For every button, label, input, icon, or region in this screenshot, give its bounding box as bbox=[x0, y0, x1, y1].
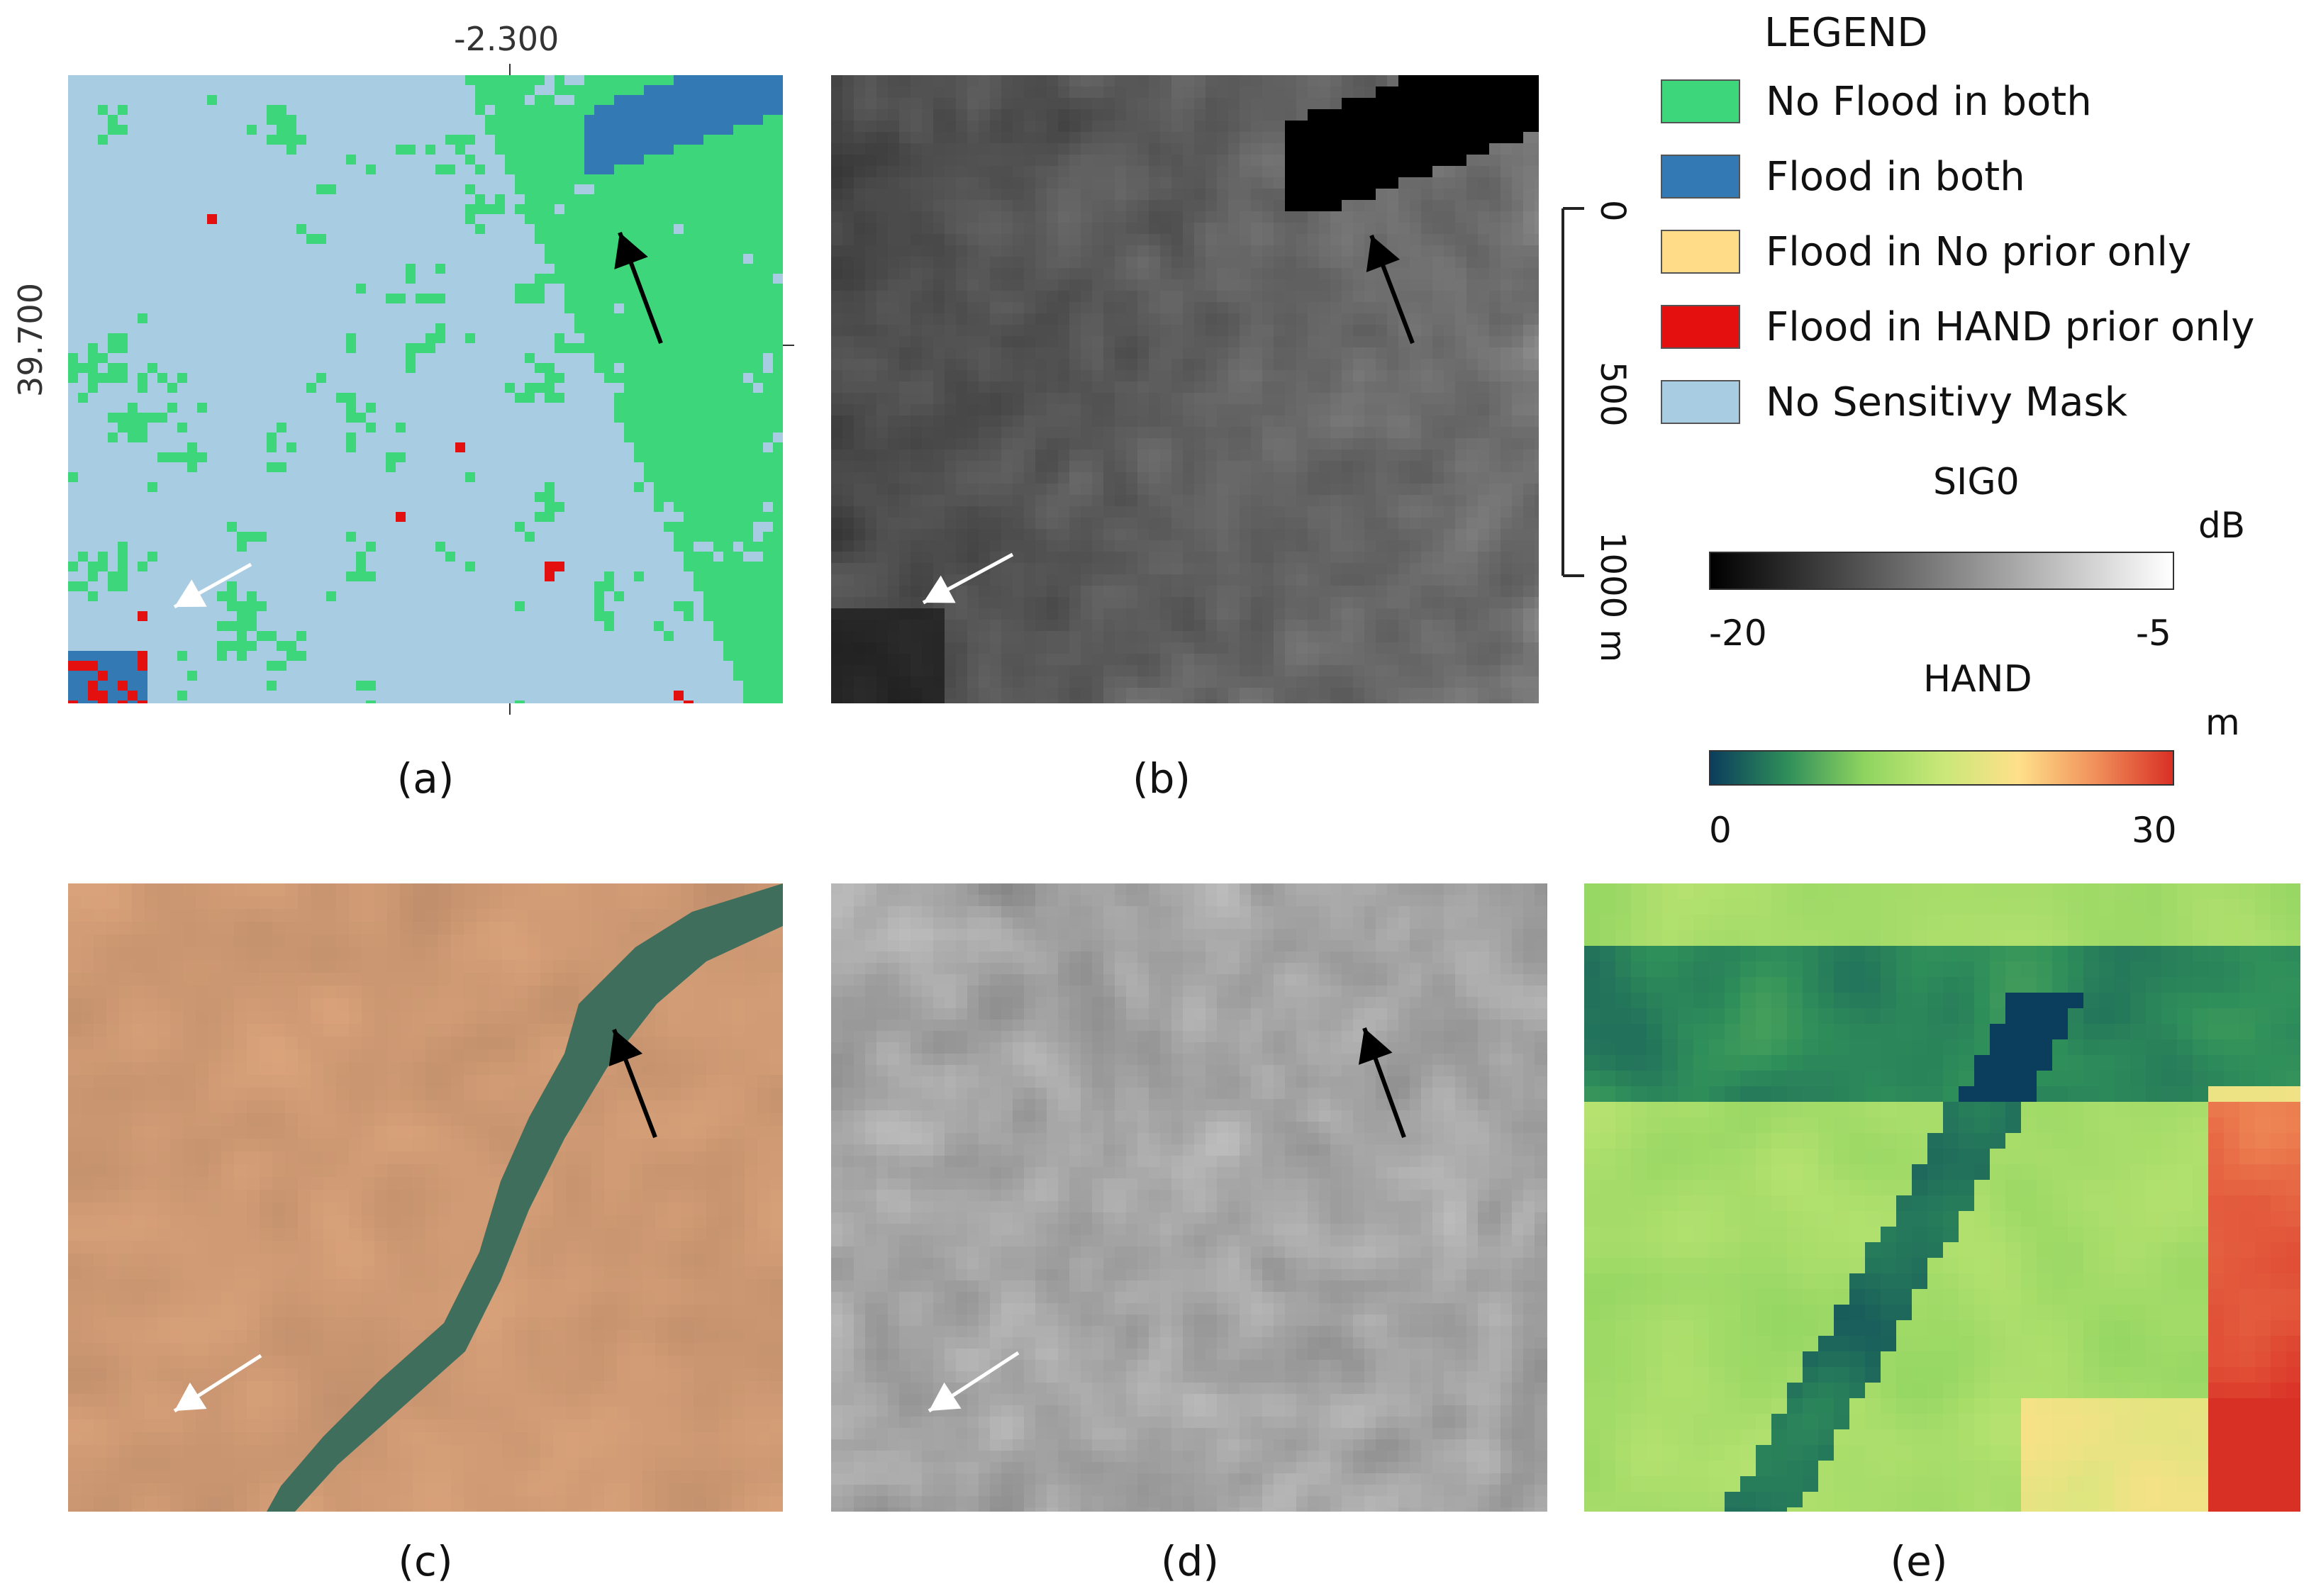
sig0-colorbar bbox=[1709, 552, 2174, 590]
panel-c-satellite bbox=[68, 883, 783, 1512]
hand-colorbar-min: 0 bbox=[1709, 810, 1732, 851]
legend-item-flood-hand-prior: Flood in HAND prior only bbox=[1661, 303, 2255, 350]
sig0-colorbar-min: -20 bbox=[1709, 613, 1767, 654]
sig0-colorbar-max: -5 bbox=[2136, 613, 2171, 654]
scale-label-1000m: 1000 m bbox=[1593, 532, 1632, 663]
legend-label: Flood in both bbox=[1766, 153, 2025, 200]
legend-swatch bbox=[1661, 230, 1740, 274]
legend-label: No Flood in both bbox=[1766, 78, 2092, 125]
sig0-colorbar-title: SIG0 bbox=[1933, 461, 2020, 503]
legend-swatch bbox=[1661, 305, 1740, 349]
caption-c: (c) bbox=[398, 1537, 453, 1585]
scale-bar bbox=[1561, 207, 1584, 577]
hand-colorbar-max: 30 bbox=[2132, 810, 2177, 851]
legend-label: Flood in No prior only bbox=[1766, 228, 2192, 275]
legend-item-flood-no-prior: Flood in No prior only bbox=[1661, 228, 2192, 275]
lon-tick-top bbox=[509, 64, 511, 75]
legend-label: Flood in HAND prior only bbox=[1766, 303, 2255, 350]
panel-b-sig0 bbox=[831, 75, 1539, 703]
scale-label-500: 500 bbox=[1593, 362, 1632, 427]
lon-tick-bottom bbox=[509, 703, 511, 715]
legend-swatch bbox=[1661, 380, 1740, 424]
caption-d: (d) bbox=[1160, 1537, 1220, 1585]
caption-b: (b) bbox=[1132, 754, 1191, 803]
sig0-colorbar-unit: dB bbox=[2198, 505, 2246, 546]
legend-swatch bbox=[1661, 79, 1740, 123]
hand-colorbar bbox=[1709, 750, 2174, 786]
legend-item-no-flood: No Flood in both bbox=[1661, 78, 2092, 125]
legend-label: No Sensitivy Mask bbox=[1766, 379, 2128, 425]
lat-tick-right bbox=[783, 345, 794, 346]
caption-e: (e) bbox=[1890, 1537, 1948, 1585]
legend-item-no-sensitivity: No Sensitivy Mask bbox=[1661, 379, 2128, 425]
hand-colorbar-unit: m bbox=[2205, 702, 2240, 743]
hand-colorbar-title: HAND bbox=[1923, 658, 2032, 701]
panel-a-flood-map bbox=[68, 75, 783, 703]
lat-label: 39.700 bbox=[11, 283, 50, 397]
panel-e-hand bbox=[1584, 883, 2300, 1512]
panel-d-sig0-reference bbox=[831, 883, 1547, 1512]
legend-item-flood-both: Flood in both bbox=[1661, 153, 2025, 200]
caption-a: (a) bbox=[396, 754, 455, 803]
lon-label: -2.300 bbox=[454, 20, 559, 58]
scale-label-0: 0 bbox=[1593, 200, 1632, 222]
legend-swatch bbox=[1661, 155, 1740, 199]
legend-title: LEGEND bbox=[1764, 10, 1928, 56]
